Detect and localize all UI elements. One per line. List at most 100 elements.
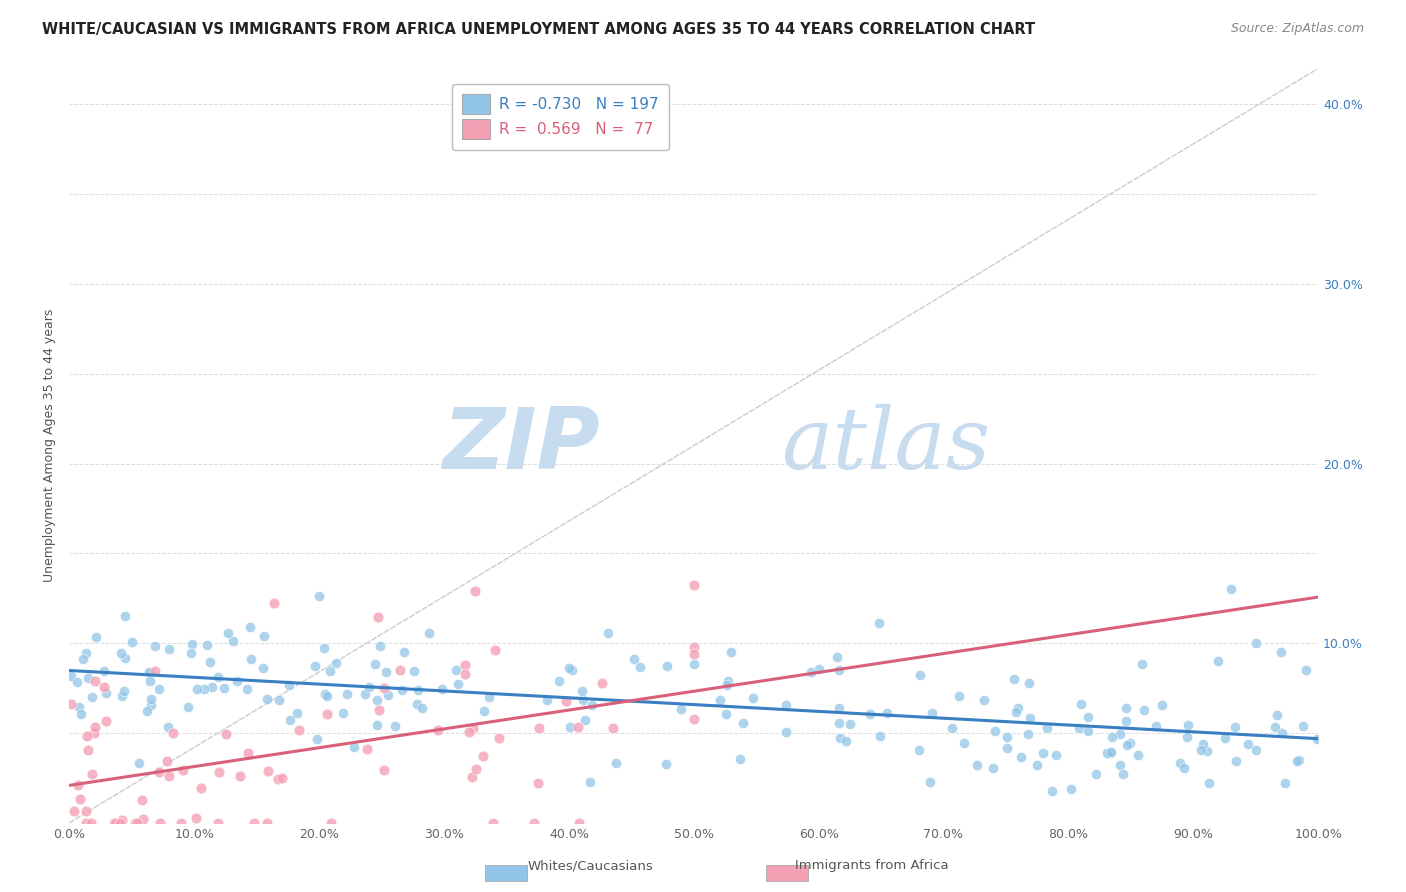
- Point: [657, 658, 679, 673]
- Point: [375, 665, 398, 679]
- Point: [1115, 701, 1137, 715]
- Point: [1206, 654, 1229, 668]
- Point: [354, 687, 377, 701]
- Point: [526, 776, 548, 790]
- Point: [561, 663, 583, 677]
- Point: [571, 684, 593, 698]
- Point: [172, 763, 194, 777]
- Point: [1215, 731, 1237, 746]
- Point: [1177, 718, 1199, 732]
- Point: [336, 688, 359, 702]
- Point: [728, 752, 751, 766]
- Point: [325, 657, 347, 671]
- Point: [572, 693, 595, 707]
- Point: [125, 815, 148, 830]
- Point: [522, 815, 544, 830]
- Point: [1292, 719, 1315, 733]
- Point: [66, 778, 89, 792]
- Point: [558, 720, 581, 734]
- Point: [605, 756, 627, 770]
- Point: [62, 805, 84, 819]
- Point: [314, 640, 336, 655]
- Point: [406, 682, 429, 697]
- Point: [1095, 747, 1118, 761]
- Point: [1036, 721, 1059, 735]
- Point: [80, 815, 103, 830]
- Point: [139, 665, 162, 680]
- Point: [377, 688, 399, 702]
- Point: [59, 697, 82, 711]
- Point: [1116, 739, 1139, 753]
- Point: [193, 681, 215, 696]
- Point: [1191, 737, 1213, 751]
- Point: [65, 674, 87, 689]
- Point: [484, 643, 506, 657]
- Point: [1168, 756, 1191, 770]
- Point: [1173, 761, 1195, 775]
- Point: [682, 712, 704, 726]
- Point: [453, 667, 475, 681]
- Point: [1040, 784, 1063, 798]
- Point: [1010, 750, 1032, 764]
- Point: [444, 663, 467, 677]
- Point: [77, 671, 100, 685]
- Point: [76, 729, 98, 743]
- Point: [596, 626, 619, 640]
- Point: [253, 629, 276, 643]
- Point: [143, 640, 166, 654]
- Point: [114, 651, 136, 665]
- Point: [948, 689, 970, 703]
- Point: [471, 748, 494, 763]
- Legend: R = -0.730   N = 197, R =  0.569   N =  77: R = -0.730 N = 197, R = 0.569 N = 77: [451, 84, 669, 150]
- Point: [84, 673, 107, 688]
- Point: [139, 692, 162, 706]
- Point: [139, 673, 162, 688]
- Point: [263, 596, 285, 610]
- Point: [114, 609, 136, 624]
- Point: [1198, 775, 1220, 789]
- Point: [464, 583, 486, 598]
- Point: [402, 664, 425, 678]
- Point: [682, 647, 704, 661]
- Point: [835, 734, 858, 748]
- Point: [1018, 675, 1040, 690]
- Point: [373, 763, 395, 777]
- Point: [973, 692, 995, 706]
- Text: Source: ZipAtlas.com: Source: ZipAtlas.com: [1230, 22, 1364, 36]
- Point: [995, 740, 1018, 755]
- Point: [367, 609, 389, 624]
- Point: [427, 723, 450, 738]
- Point: [1007, 700, 1029, 714]
- Point: [1099, 745, 1122, 759]
- Point: [75, 805, 97, 819]
- Point: [1274, 776, 1296, 790]
- Point: [1223, 720, 1246, 734]
- Point: [257, 764, 280, 778]
- Point: [201, 680, 224, 694]
- Point: [67, 699, 90, 714]
- Point: [392, 645, 415, 659]
- Point: [96, 686, 118, 700]
- Point: [157, 641, 180, 656]
- Point: [356, 742, 378, 756]
- Point: [1270, 645, 1292, 659]
- Point: [280, 713, 302, 727]
- Point: [285, 706, 308, 720]
- Point: [316, 689, 339, 703]
- Point: [828, 716, 851, 731]
- Point: [1189, 743, 1212, 757]
- Point: [316, 706, 339, 721]
- Point: [69, 792, 91, 806]
- Point: [555, 694, 578, 708]
- Point: [277, 677, 299, 691]
- Point: [578, 775, 600, 789]
- Point: [953, 736, 976, 750]
- Point: [447, 677, 470, 691]
- Point: [828, 663, 851, 677]
- Point: [157, 720, 180, 734]
- Point: [84, 720, 107, 734]
- Point: [1128, 747, 1150, 762]
- Point: [808, 662, 831, 676]
- Point: [112, 684, 135, 698]
- Point: [180, 637, 202, 651]
